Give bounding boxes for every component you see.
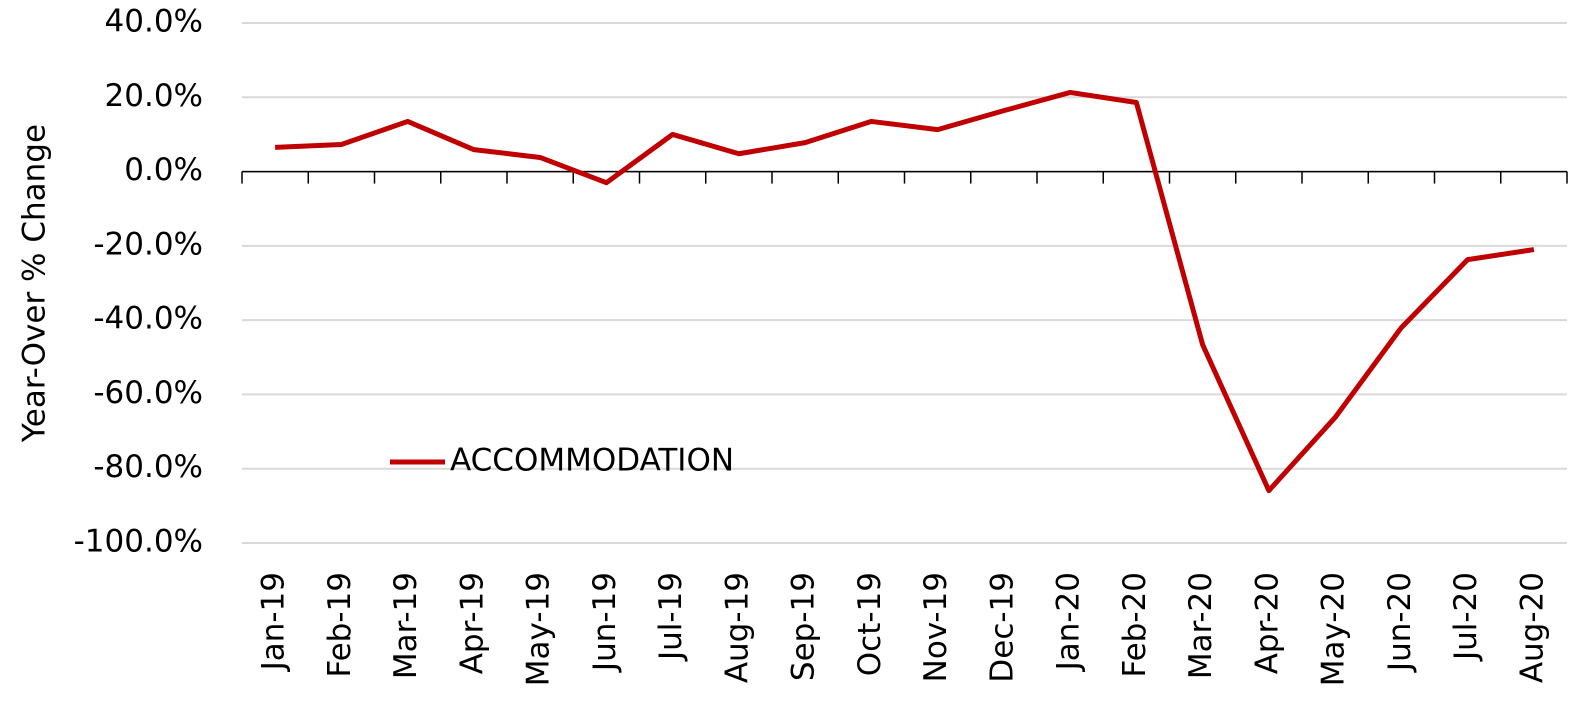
x-tick-label: May-19 (521, 572, 557, 686)
x-tick-label: Feb-19 (322, 572, 358, 678)
y-tick-label: 0.0% (124, 152, 203, 188)
x-tick-label: Feb-20 (1117, 572, 1153, 678)
x-tick-label: Oct-19 (852, 572, 888, 676)
y-tick-label: -80.0% (93, 449, 203, 485)
x-tick-label: May-20 (1316, 572, 1352, 686)
x-tick-label: Dec-19 (984, 572, 1020, 683)
x-tick-label: Jun-20 (1382, 572, 1418, 673)
legend-label: ACCOMMODATION (450, 443, 734, 479)
y-tick-label: 40.0% (105, 4, 203, 40)
x-tick-label: Mar-20 (1183, 572, 1219, 679)
y-tick-label: -20.0% (93, 226, 203, 262)
x-tick-label: Nov-19 (918, 572, 954, 682)
x-tick-label: Aug-19 (719, 572, 755, 683)
x-tick-label: Jan-19 (256, 572, 292, 672)
x-tick-label: Jun-19 (587, 572, 623, 673)
line-series (275, 89, 1535, 494)
x-tick-label: Sep-19 (786, 572, 822, 681)
x-tick-label: Jul-19 (653, 572, 689, 662)
y-tick-label: -60.0% (93, 375, 203, 411)
y-tick-label: -40.0% (93, 301, 203, 337)
x-tick-label: Apr-20 (1249, 572, 1285, 674)
y-tick-label: 20.0% (105, 78, 203, 114)
x-tick-label: Aug-20 (1514, 572, 1550, 683)
x-tick-label: Mar-19 (388, 572, 424, 679)
x-tick-label: Jan-20 (1051, 572, 1087, 672)
y-tick-label: -100.0% (74, 524, 203, 560)
y-axis-title: Year-Over % Change (17, 124, 53, 443)
x-tick-label: Jul-20 (1448, 572, 1484, 662)
x-tick-label: Apr-19 (454, 572, 490, 674)
